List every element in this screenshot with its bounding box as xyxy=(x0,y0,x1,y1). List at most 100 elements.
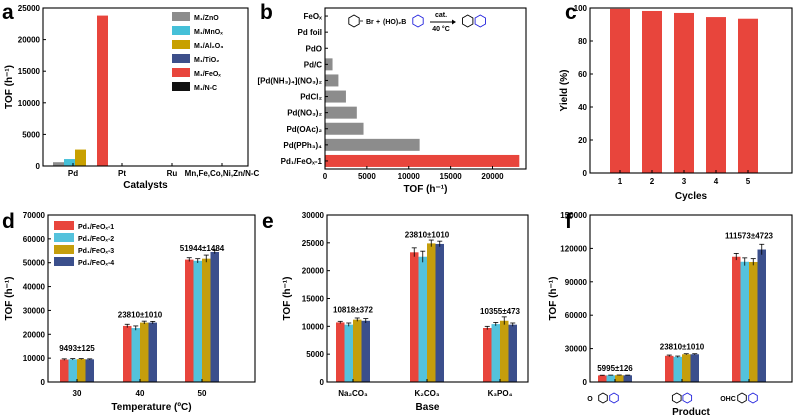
x-tick-label: 5 xyxy=(746,177,751,186)
y-tick-label: 60 xyxy=(578,70,587,79)
legend-swatch xyxy=(172,54,190,63)
bar xyxy=(64,159,75,166)
plot-frame xyxy=(47,214,256,383)
benzene-ring-icon xyxy=(748,392,758,404)
bar xyxy=(85,359,94,382)
temperature-label: 40 °C xyxy=(432,25,450,33)
y-tick-label: 10000 xyxy=(302,322,325,331)
y-tick-label: 25000 xyxy=(302,239,325,248)
x-tick-label: K₃PO₄ xyxy=(488,389,513,398)
x-tick-label: Na₂CO₃ xyxy=(338,389,368,398)
bar xyxy=(202,258,211,382)
y-tick-label: 5000 xyxy=(306,350,324,359)
x-tick-label: 5000 xyxy=(358,172,376,181)
x-axis-label: Catalysts xyxy=(123,180,168,191)
y-tick-label: 0 xyxy=(36,162,41,171)
legend-label: M₁/TiO₂ xyxy=(194,57,219,64)
panel-label: f xyxy=(565,210,573,233)
legend-swatch xyxy=(54,233,74,242)
bar xyxy=(77,359,86,382)
plot-frame xyxy=(589,214,793,383)
y-tick-label: 0 xyxy=(583,378,588,387)
structure-label: O xyxy=(587,396,593,403)
legend-swatch xyxy=(172,82,190,91)
plot-frame xyxy=(42,7,249,167)
bar xyxy=(642,10,662,173)
bar xyxy=(344,324,353,382)
y-tick-label: 90000 xyxy=(565,278,588,287)
bar xyxy=(665,355,674,382)
bar xyxy=(740,261,749,382)
x-tick-label: K₂CO₃ xyxy=(414,389,439,398)
y-tick-label: 40000 xyxy=(23,283,46,292)
data-label: 10818±372 xyxy=(333,305,374,314)
y-tick-label: 150000 xyxy=(560,211,587,220)
bar xyxy=(68,359,77,382)
bar xyxy=(682,354,691,382)
bar xyxy=(610,8,630,174)
bar xyxy=(732,256,741,382)
bar xyxy=(353,319,362,382)
x-axis-label: Base xyxy=(416,402,440,413)
y-tick-label: Pd(OAc)₂ xyxy=(286,125,322,134)
benzene-ring-icon xyxy=(474,14,486,28)
y-tick-label: 25000 xyxy=(18,4,41,13)
legend-swatch xyxy=(172,40,190,49)
legend-swatch xyxy=(172,12,190,21)
x-tick-label: 20000 xyxy=(481,172,504,181)
data-label: 23810±1010 xyxy=(660,343,705,352)
y-tick-label: 120000 xyxy=(560,244,587,253)
y-tick-label: 20000 xyxy=(18,36,41,45)
x-tick-label: 1 xyxy=(618,177,623,186)
bar xyxy=(325,58,333,71)
data-label: 9493±125 xyxy=(59,344,95,353)
y-tick-label: 30000 xyxy=(23,306,46,315)
y-tick-label: Pd(PPh₃)₄ xyxy=(283,141,322,150)
y-axis-label: TOF (h⁻¹) xyxy=(4,277,15,321)
legend-label: Pd₁/FeOₓ-3 xyxy=(78,248,114,255)
bar xyxy=(706,17,726,174)
panel-e: 0 5000 10000 15000 20000 25000 30000 TOF (h⁻¹) 1… xyxy=(282,211,529,413)
y-tick-label: 60000 xyxy=(23,235,46,244)
bar xyxy=(491,324,500,382)
panel-f: 0 30000 60000 90000 120000 150000 TOF (h⁻¹) 599… xyxy=(548,211,793,418)
bar xyxy=(193,260,202,382)
x-tick-label: Pd xyxy=(68,169,78,178)
y-tick-label: 40 xyxy=(578,103,587,112)
bar xyxy=(148,322,157,382)
legend-label: Pd₁/FeOₓ-1 xyxy=(78,224,114,231)
bar xyxy=(690,354,699,382)
y-tick-label: 10000 xyxy=(23,354,46,363)
x-tick-label: Mn,Fe,Co,Ni,Zn/N-C xyxy=(185,169,260,178)
y-tick-label: Pd foil xyxy=(298,28,322,37)
bar xyxy=(623,375,632,382)
bar xyxy=(427,243,436,382)
x-tick-label: 4 xyxy=(714,177,719,186)
x-tick-label: Ru xyxy=(167,169,178,178)
bar xyxy=(674,12,694,174)
plot-frame xyxy=(589,7,793,174)
structure-label: OHC xyxy=(720,396,736,403)
benzene-ring-icon xyxy=(462,14,474,28)
y-tick-label: [Pd(NH₃)₄](NO₃)₂ xyxy=(257,76,322,85)
y-tick-label: 80 xyxy=(578,37,587,46)
y-tick-label: FeOₓ xyxy=(304,12,323,21)
benzene-ring-icon xyxy=(737,392,747,404)
legend-swatch xyxy=(54,221,74,230)
y-tick-label: 20 xyxy=(578,136,587,145)
panel-label: c xyxy=(565,1,577,24)
bar xyxy=(738,18,758,173)
panel-label: e xyxy=(262,210,274,233)
bar xyxy=(483,328,492,382)
x-tick-label: 3 xyxy=(682,177,687,186)
reagent-label: (HO)₂B xyxy=(383,19,406,26)
catalyst-label: cat. xyxy=(435,12,447,19)
panel-label: d xyxy=(2,210,15,233)
x-axis-label: Cycles xyxy=(675,191,708,202)
y-axis-label: TOF (h⁻¹) xyxy=(282,277,293,321)
panel-label: b xyxy=(260,1,273,24)
panel-a: 0 5000 10000 15000 20000 25000 TOF (h⁻¹) Pd Pt Ru… xyxy=(4,4,260,191)
y-tick-label: 70000 xyxy=(23,211,46,220)
bar xyxy=(598,375,607,382)
